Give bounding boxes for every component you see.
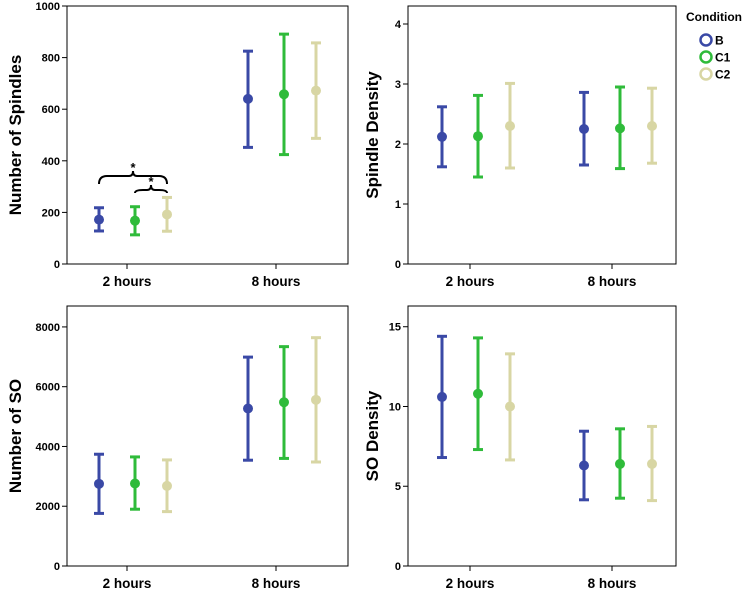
chart-panel: 0 5 10 15 2 hours 8 hours [389, 322, 657, 591]
legend-item-label: C2 [715, 68, 731, 82]
mean-point [579, 460, 589, 471]
significance-bracket [98, 170, 168, 185]
legend-item-label: B [715, 34, 724, 48]
mean-point [243, 403, 253, 414]
mean-point [579, 124, 589, 134]
y-tick-label: 800 [42, 53, 60, 65]
y-tick-label: 3 [395, 79, 401, 91]
mean-point [162, 209, 172, 220]
chart-panel: 0 2000 4000 6000 8000 2 hours 8 hours [36, 322, 321, 591]
y-tick-label: 0 [54, 561, 60, 573]
y-axis-label: Number of SO [6, 379, 25, 493]
y-tick-label: 1 [395, 199, 401, 211]
significance-star: * [130, 160, 136, 175]
chart-panel: 0 1 2 3 4 2 hours 8 hours [395, 19, 657, 289]
mean-point [311, 85, 321, 96]
mean-point [279, 397, 289, 408]
x-tick-label: 8 hours [252, 576, 301, 591]
panel-frame [407, 5, 677, 265]
significance-bracket [134, 184, 168, 194]
mean-point [473, 388, 483, 399]
y-tick-label: 15 [389, 322, 401, 334]
y-tick-label: 600 [42, 104, 60, 116]
y-axis-label: Number of Spindles [6, 55, 25, 216]
mean-point [615, 458, 625, 469]
x-tick-label: 2 hours [103, 576, 152, 591]
y-tick-label: 4 [395, 19, 402, 31]
mean-point [437, 391, 447, 402]
legend-swatch-icon [699, 33, 713, 47]
mean-point [130, 478, 140, 489]
mean-point [162, 480, 172, 491]
y-tick-label: 6000 [36, 382, 60, 394]
y-tick-label: 0 [395, 259, 401, 271]
mean-point [473, 131, 483, 142]
significance-star: * [148, 174, 154, 189]
x-tick-label: 8 hours [588, 274, 637, 289]
mean-point [243, 93, 253, 104]
y-tick-label: 2 [395, 139, 401, 151]
legend-title: Condition [686, 10, 742, 24]
mean-point [647, 121, 657, 131]
y-tick-label: 5 [395, 481, 401, 493]
y-tick-label: 400 [42, 156, 60, 168]
y-tick-label: 10 [389, 401, 401, 413]
y-tick-label: 0 [54, 259, 60, 271]
x-tick-label: 8 hours [252, 274, 301, 289]
mean-point [130, 215, 140, 226]
panel-frame [66, 5, 349, 265]
chart-panel: 0 200 400 600 800 1000 2 hours 8 hours * * [36, 1, 321, 289]
mean-point [505, 121, 515, 131]
legend: Condition B C1 C2 [686, 10, 742, 82]
x-tick-label: 8 hours [588, 576, 637, 591]
panel-frame [407, 305, 677, 567]
x-tick-label: 2 hours [446, 274, 495, 289]
mean-point [311, 394, 321, 405]
y-tick-label: 1000 [36, 1, 60, 13]
x-tick-label: 2 hours [103, 274, 152, 289]
mean-point [505, 401, 515, 412]
legend-swatch-icon [699, 50, 713, 64]
mean-point [647, 458, 657, 469]
mean-point [279, 89, 289, 100]
y-axis-label: SO Density [363, 390, 382, 481]
mean-point [94, 214, 104, 225]
legend-item-label: C1 [715, 51, 731, 65]
panel-frame [66, 305, 349, 567]
mean-point [615, 123, 625, 134]
y-tick-label: 2000 [36, 501, 60, 513]
y-tick-label: 200 [42, 207, 60, 219]
mean-point [94, 478, 104, 489]
y-axis-label: Spindle Density [363, 71, 382, 199]
y-tick-label: 0 [395, 561, 401, 573]
y-tick-label: 4000 [36, 441, 60, 453]
y-tick-label: 8000 [36, 322, 60, 334]
legend-swatch-icon [699, 67, 713, 81]
x-tick-label: 2 hours [446, 576, 495, 591]
mean-point [437, 131, 447, 142]
